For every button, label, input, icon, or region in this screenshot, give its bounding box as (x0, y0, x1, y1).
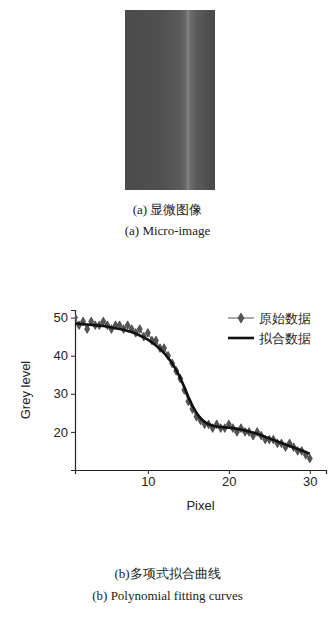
y-tick: 40 (54, 348, 75, 363)
legend-label: 原始数据 (259, 311, 311, 326)
caption: (a) Micro-image (125, 223, 211, 238)
x-tick-label: 30 (303, 474, 317, 489)
y-axis-title: Grey level (18, 361, 33, 420)
y-tick-label: 50 (54, 310, 68, 325)
chart-title: (b)多项式拟合曲线 (114, 566, 220, 581)
x-tick: 30 (303, 470, 317, 489)
data-point (85, 325, 90, 334)
y-tick-mark (71, 432, 75, 433)
y-tick-label: 20 (54, 425, 68, 440)
data-point (307, 454, 312, 463)
y-axis: 20 30 40 50 (54, 310, 76, 470)
x-axis-line (76, 471, 327, 475)
x-axis: 10 20 30 (76, 470, 327, 489)
caption: (a) 显微图像 (133, 202, 203, 217)
x-tick: 10 (141, 470, 155, 489)
figure: (a) 显微图像 (a) Micro-image 10 20 30 20 30 40 50 Pix… (0, 0, 335, 631)
legend-marker (238, 313, 244, 323)
data-point (137, 325, 142, 334)
x-tick-label: 10 (141, 474, 155, 489)
y-tick-mark (71, 356, 75, 357)
plot-area (75, 313, 312, 463)
micro-image (125, 10, 215, 190)
data-point (145, 328, 150, 337)
y-tick-mark (71, 394, 75, 395)
x-tick: 20 (222, 470, 236, 489)
y-tick-label: 30 (54, 386, 68, 401)
legend-swatch (228, 337, 254, 340)
y-tick-mark (71, 318, 75, 319)
x-tick-label: 20 (222, 474, 236, 489)
legend: 原始数据拟合数据 (228, 311, 311, 346)
y-axis-line (71, 311, 76, 471)
data-point (75, 313, 78, 322)
legend-label: 拟合数据 (259, 331, 311, 346)
x-axis-title: Pixel (186, 498, 214, 513)
y-tick: 20 (54, 425, 75, 440)
chart-subtitle: (b) Polynomial fitting curves (92, 588, 243, 603)
y-tick: 30 (54, 386, 75, 401)
y-tick: 50 (54, 310, 75, 325)
y-tick-label: 40 (54, 348, 68, 363)
